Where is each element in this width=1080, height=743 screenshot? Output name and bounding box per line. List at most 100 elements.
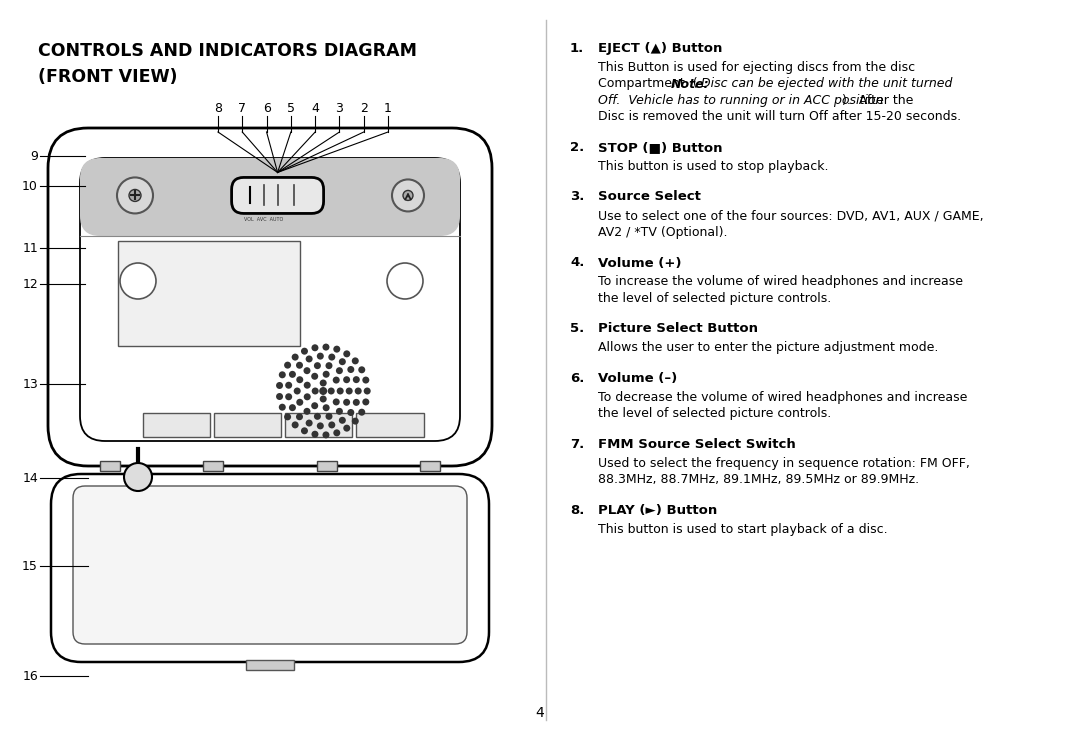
- Circle shape: [311, 431, 319, 438]
- Circle shape: [279, 403, 286, 411]
- Circle shape: [327, 388, 335, 395]
- Circle shape: [348, 366, 354, 373]
- Text: 8: 8: [214, 102, 222, 115]
- Circle shape: [333, 377, 340, 383]
- Circle shape: [301, 348, 308, 354]
- Circle shape: [314, 362, 321, 369]
- Circle shape: [296, 413, 303, 421]
- Text: 6: 6: [262, 102, 270, 115]
- Circle shape: [320, 395, 327, 403]
- Text: Volume (–): Volume (–): [598, 372, 677, 385]
- Circle shape: [323, 432, 329, 438]
- Circle shape: [323, 371, 329, 377]
- Text: Disc is removed the unit will turn Off after 15-20 seconds.: Disc is removed the unit will turn Off a…: [598, 111, 961, 123]
- Circle shape: [343, 376, 350, 383]
- Text: 9: 9: [30, 149, 38, 163]
- Circle shape: [292, 354, 299, 360]
- Circle shape: [311, 402, 319, 409]
- Text: 7.: 7.: [570, 438, 584, 451]
- Text: 10: 10: [22, 180, 38, 192]
- Circle shape: [352, 418, 359, 424]
- Text: This button is used to start playback of a disc.: This button is used to start playback of…: [598, 523, 888, 536]
- Circle shape: [362, 377, 369, 383]
- Circle shape: [333, 398, 340, 406]
- Circle shape: [339, 358, 346, 366]
- Circle shape: [124, 463, 152, 491]
- Circle shape: [316, 422, 324, 429]
- Text: 4: 4: [536, 706, 544, 720]
- Circle shape: [362, 398, 369, 406]
- Text: 3.: 3.: [570, 190, 584, 204]
- Circle shape: [323, 343, 329, 351]
- Circle shape: [343, 351, 350, 357]
- Text: 1.: 1.: [570, 42, 584, 55]
- Text: 11: 11: [23, 241, 38, 255]
- Text: 5: 5: [287, 102, 295, 115]
- FancyBboxPatch shape: [80, 158, 460, 441]
- Circle shape: [346, 388, 353, 395]
- Circle shape: [359, 409, 365, 415]
- Circle shape: [284, 362, 292, 369]
- Bar: [143, 413, 210, 437]
- Text: To decrease the volume of wired headphones and increase: To decrease the volume of wired headphon…: [598, 391, 968, 404]
- Circle shape: [276, 382, 283, 389]
- Text: FMM Source Select Switch: FMM Source Select Switch: [598, 438, 796, 451]
- Circle shape: [343, 425, 350, 432]
- Text: 16: 16: [23, 669, 38, 683]
- Circle shape: [392, 180, 424, 212]
- Circle shape: [336, 367, 343, 374]
- Text: EJECT (▲) Button: EJECT (▲) Button: [598, 42, 723, 55]
- Text: Volume (+): Volume (+): [598, 256, 681, 270]
- Circle shape: [353, 376, 360, 383]
- FancyBboxPatch shape: [231, 178, 324, 213]
- Text: 15: 15: [22, 559, 38, 573]
- Circle shape: [336, 408, 343, 415]
- Text: the level of selected picture controls.: the level of selected picture controls.: [598, 292, 832, 305]
- Bar: [118, 241, 300, 346]
- Text: 2: 2: [360, 102, 367, 115]
- Circle shape: [312, 388, 319, 395]
- Circle shape: [387, 263, 423, 299]
- Text: Used to select the frequency in sequence rotation: FM OFF,: Used to select the frequency in sequence…: [598, 457, 970, 470]
- Text: This Button is used for ejecting discs from the disc: This Button is used for ejecting discs f…: [598, 61, 915, 74]
- Bar: [203, 461, 222, 471]
- Circle shape: [354, 388, 362, 395]
- Text: To increase the volume of wired headphones and increase: To increase the volume of wired headphon…: [598, 276, 963, 288]
- Circle shape: [296, 399, 303, 406]
- Text: 4: 4: [311, 102, 319, 115]
- Text: 5.: 5.: [570, 322, 584, 336]
- Text: (FRONT VIEW): (FRONT VIEW): [38, 68, 177, 86]
- Text: Off.  Vehicle has to running or in ACC position: Off. Vehicle has to running or in ACC po…: [598, 94, 883, 107]
- Circle shape: [348, 409, 354, 416]
- Circle shape: [303, 382, 311, 389]
- Text: 6.: 6.: [570, 372, 584, 385]
- Circle shape: [334, 345, 340, 353]
- Bar: [285, 413, 352, 437]
- Circle shape: [353, 399, 360, 406]
- Text: 1: 1: [384, 102, 392, 115]
- Text: 2.: 2.: [570, 141, 584, 154]
- Circle shape: [289, 371, 296, 378]
- Text: Use to select one of the four sources: DVD, AV1, AUX / GAME,: Use to select one of the four sources: D…: [598, 210, 984, 222]
- Circle shape: [296, 376, 303, 383]
- Text: ).  After the: ). After the: [842, 94, 914, 107]
- Text: 12: 12: [23, 277, 38, 291]
- Text: 88.3MHz, 88.7MHz, 89.1MHz, 89.5MHz or 89.9MHz.: 88.3MHz, 88.7MHz, 89.1MHz, 89.5MHz or 89…: [598, 473, 919, 487]
- FancyBboxPatch shape: [80, 158, 460, 236]
- Circle shape: [296, 362, 303, 369]
- Text: 3: 3: [336, 102, 343, 115]
- Circle shape: [364, 388, 370, 395]
- Circle shape: [311, 373, 319, 380]
- Circle shape: [276, 393, 283, 400]
- Bar: [318, 461, 337, 471]
- Circle shape: [320, 380, 327, 386]
- Text: the level of selected picture controls.: the level of selected picture controls.: [598, 407, 832, 421]
- FancyBboxPatch shape: [51, 474, 489, 662]
- Circle shape: [303, 367, 310, 374]
- Bar: [246, 660, 294, 670]
- Bar: [214, 413, 281, 437]
- Text: PLAY (►) Button: PLAY (►) Button: [598, 504, 717, 517]
- Text: Allows the user to enter the picture adjustment mode.: Allows the user to enter the picture adj…: [598, 342, 939, 354]
- Text: VOL  AVC  AUTO: VOL AVC AUTO: [244, 218, 283, 222]
- Circle shape: [285, 393, 293, 400]
